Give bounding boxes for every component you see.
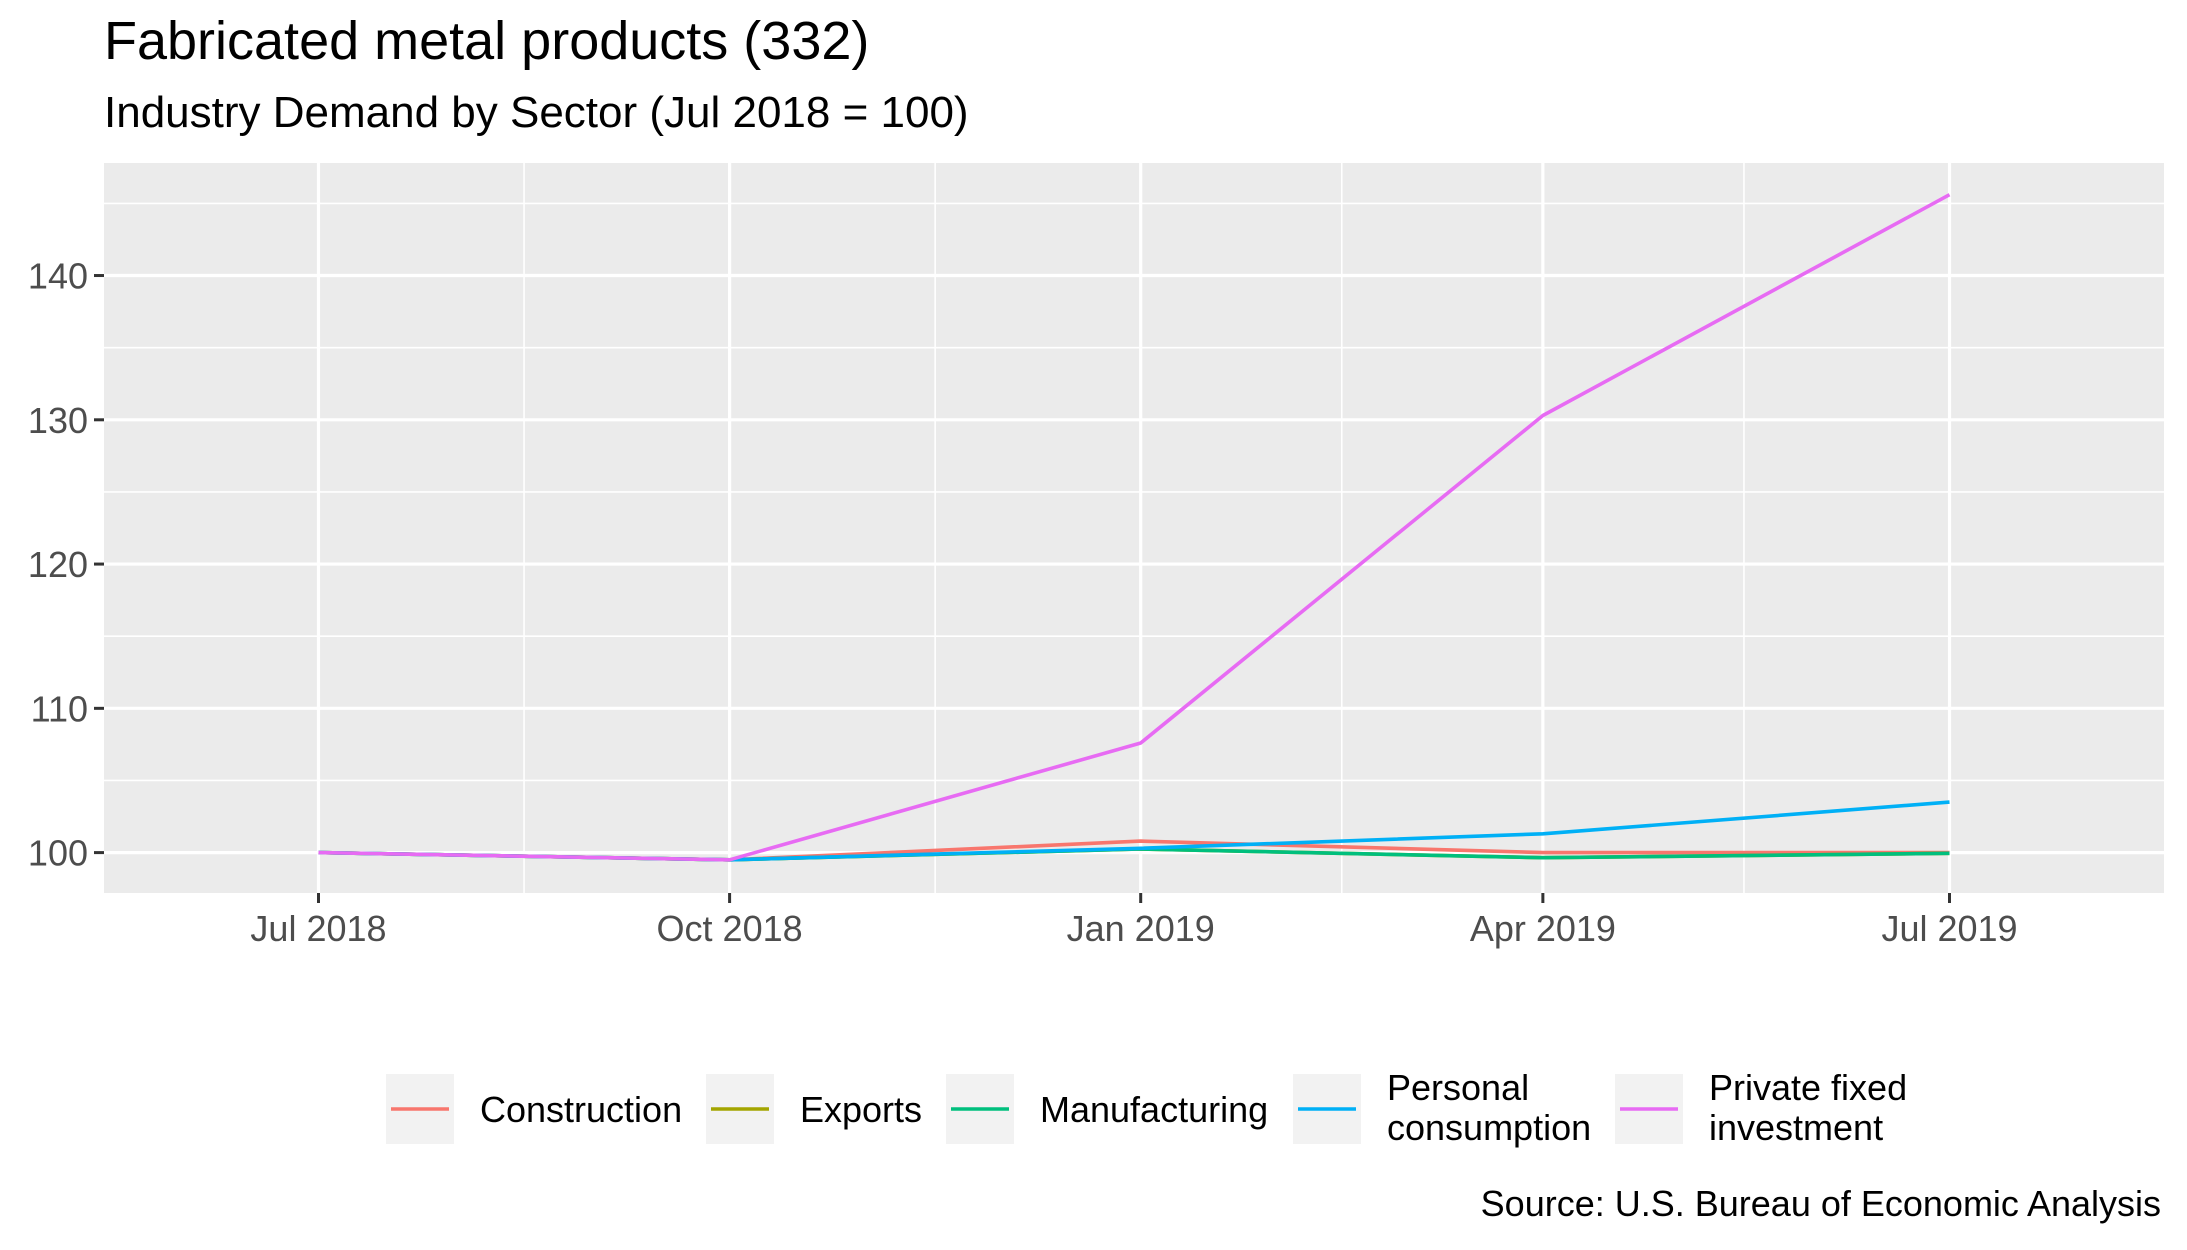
legend-label: Personal xyxy=(1387,1067,1529,1108)
legend-label: Manufacturing xyxy=(1040,1089,1268,1130)
y-tick-label: 140 xyxy=(28,256,88,297)
x-tick-label: Jul 2018 xyxy=(250,908,386,949)
x-axis: Jul 2018 Oct 2018 Jan 2019 Apr 2019 Jul 2019 xyxy=(250,893,2018,949)
panel-background xyxy=(104,163,2164,893)
series-lines xyxy=(318,193,1951,862)
legend-label: Construction xyxy=(480,1089,682,1130)
chart-title: Fabricated metal products (332) xyxy=(104,11,870,71)
legend-item-construction: Construction xyxy=(386,1074,682,1144)
x-tick-label: Jan 2019 xyxy=(1067,908,1215,949)
series-line-private-fixed-investment xyxy=(318,193,1951,862)
legend-label: Exports xyxy=(800,1089,922,1130)
x-tick-label: Oct 2018 xyxy=(657,908,803,949)
y-tick-label: 100 xyxy=(28,833,88,874)
chart-subtitle: Industry Demand by Sector (Jul 2018 = 10… xyxy=(104,88,969,137)
legend: Construction Exports Manufacturing Personal… xyxy=(386,1067,1907,1148)
legend-item-exports: Exports xyxy=(706,1074,922,1144)
x-tick-label: Jul 2019 xyxy=(1881,908,2017,949)
source-caption: Source: U.S. Bureau of Economic Analysis xyxy=(1480,1183,2161,1224)
y-axis: 100 110 120 130 140 xyxy=(28,256,104,874)
legend-item-manufacturing: Manufacturing xyxy=(946,1074,1268,1144)
legend-label: consumption xyxy=(1387,1107,1591,1148)
y-tick-label: 120 xyxy=(28,544,88,585)
legend-label: investment xyxy=(1709,1107,1883,1148)
x-tick-label: Apr 2019 xyxy=(1470,908,1616,949)
plot-panel xyxy=(104,163,2164,893)
grid-lines xyxy=(104,163,2164,893)
legend-label: Private fixed xyxy=(1709,1067,1907,1108)
y-tick-label: 110 xyxy=(31,688,88,729)
y-tick-label: 130 xyxy=(28,400,88,441)
